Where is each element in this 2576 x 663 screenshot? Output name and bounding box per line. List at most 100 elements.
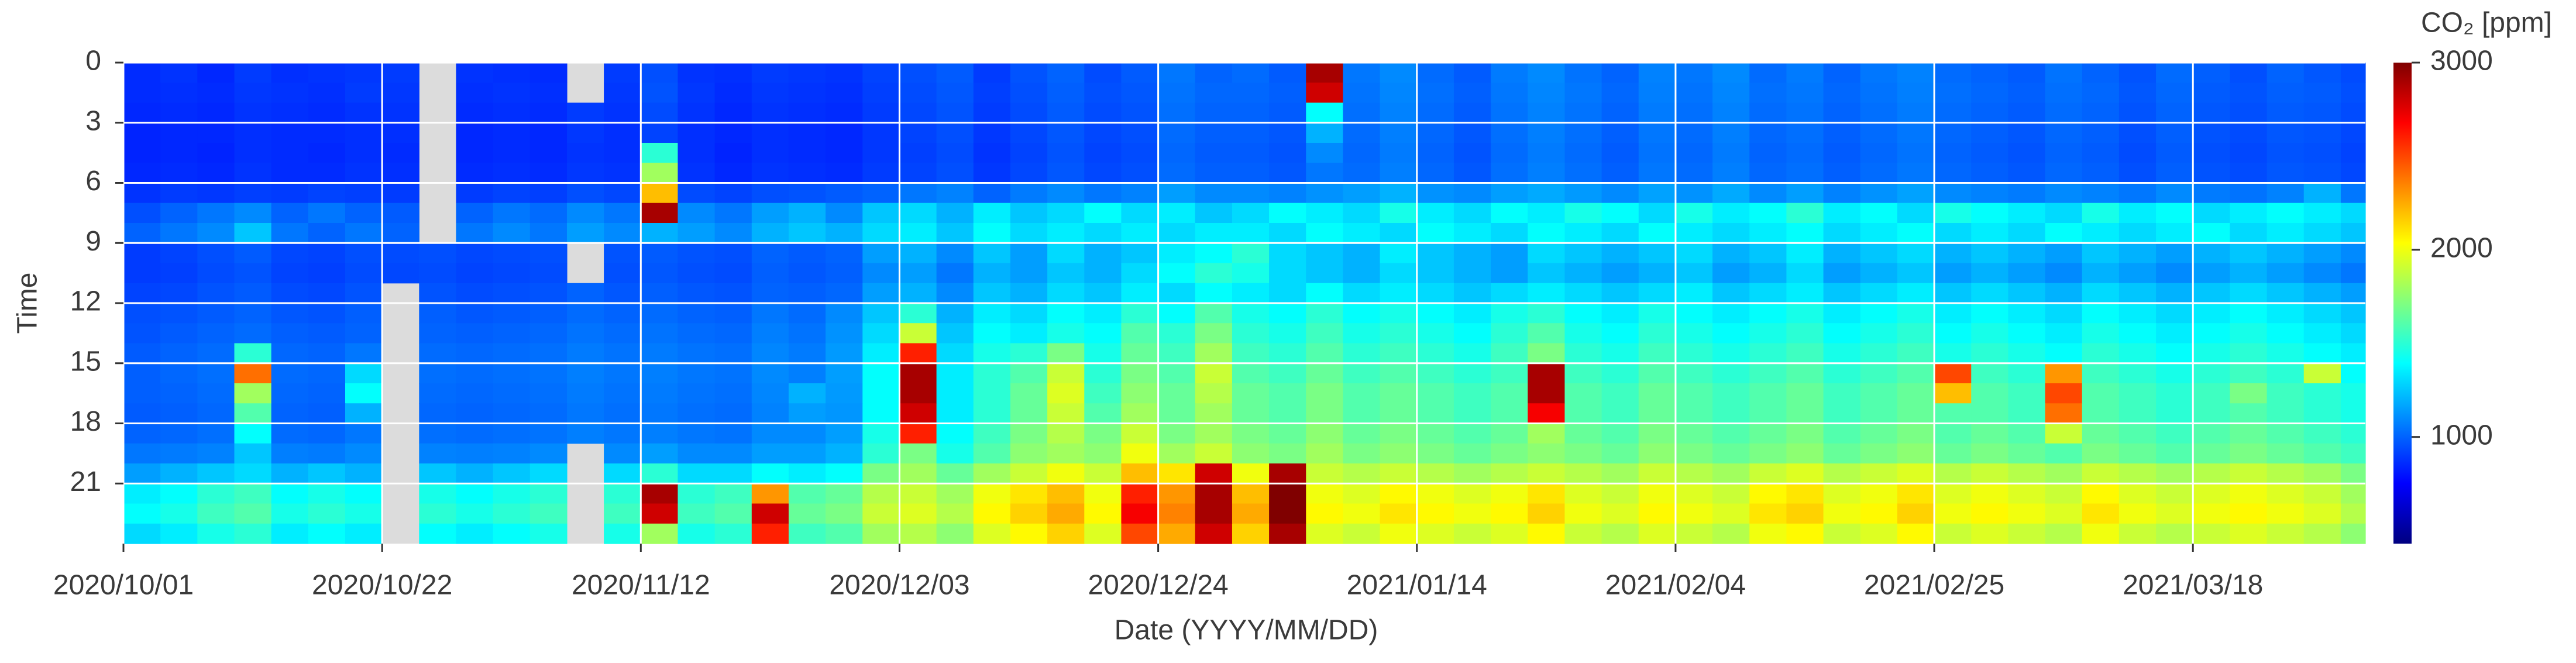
heatmap-cell — [1601, 363, 1639, 384]
heatmap-cell — [419, 483, 457, 504]
heatmap-cell — [1010, 263, 1048, 284]
heatmap-cell — [271, 403, 309, 424]
heatmap-cell — [1121, 143, 1159, 163]
heatmap-cell — [419, 503, 457, 524]
heatmap-cell — [345, 102, 383, 123]
heatmap-cell — [1491, 143, 1528, 163]
heatmap-cell — [1232, 443, 1270, 464]
heatmap-cell — [1269, 63, 1306, 83]
heatmap-cell — [1084, 102, 1122, 123]
heatmap-cell — [826, 483, 863, 504]
heatmap-cell — [1306, 202, 1344, 224]
heatmap-cell — [714, 263, 752, 284]
heatmap-cell — [1897, 383, 1935, 404]
heatmap-cell — [2082, 143, 2120, 163]
heatmap-cell — [197, 403, 235, 424]
heatmap-cell — [1416, 102, 1454, 123]
heatmap-cell — [1084, 483, 1122, 504]
heatmap-cell — [714, 423, 752, 444]
heatmap-cell — [973, 443, 1011, 464]
y-axis-label: Time — [12, 273, 43, 334]
heatmap-cell — [271, 363, 309, 384]
heatmap-cell — [1380, 163, 1418, 184]
heatmap-cell — [308, 303, 346, 324]
heatmap-cell — [788, 483, 826, 504]
heatmap-cell — [936, 383, 974, 404]
heatmap-cell — [566, 122, 604, 143]
heatmap-cell — [1971, 263, 2009, 284]
heatmap-cell — [1195, 283, 1233, 304]
heatmap-cell — [2340, 303, 2366, 324]
heatmap-cell — [1269, 122, 1306, 143]
heatmap-cell — [271, 83, 309, 104]
heatmap-cell — [1712, 303, 1750, 324]
heatmap-cell — [1823, 463, 1861, 484]
heatmap-cell — [641, 263, 679, 284]
heatmap-cell — [1121, 463, 1159, 484]
heatmap-cell — [1601, 383, 1639, 404]
heatmap-cell — [1823, 163, 1861, 184]
heatmap-cell — [2303, 263, 2341, 284]
heatmap-cell — [2008, 463, 2046, 484]
heatmap-cell — [2082, 283, 2120, 304]
heatmap-cell — [160, 303, 198, 324]
heatmap-cell — [751, 283, 789, 304]
heatmap-cell — [826, 263, 863, 284]
heatmap-cell — [1860, 503, 1898, 524]
heatmap-cell — [1416, 363, 1454, 384]
heatmap-cell — [456, 83, 494, 104]
heatmap-cell — [899, 163, 937, 184]
heatmap-cell — [1047, 283, 1085, 304]
heatmap-cell — [862, 343, 900, 364]
heatmap-cell — [1638, 463, 1676, 484]
heatmap-cell — [1786, 63, 1824, 83]
heatmap-cell — [197, 323, 235, 344]
heatmap-cell — [1269, 463, 1306, 484]
heatmap-cell — [234, 463, 272, 484]
heatmap-cell — [2230, 283, 2268, 304]
heatmap-cell — [1453, 63, 1491, 83]
heatmap-cell — [1564, 443, 1602, 464]
heatmap-cell — [2193, 143, 2230, 163]
heatmap-cell — [1934, 102, 1972, 123]
heatmap-cell — [1121, 163, 1159, 184]
heatmap-cell — [1269, 263, 1306, 284]
heatmap-cell — [677, 63, 716, 83]
heatmap-cell — [566, 163, 604, 184]
heatmap-cell — [1010, 122, 1048, 143]
heatmap-cell — [1158, 363, 1196, 384]
heatmap-cell — [1343, 283, 1381, 304]
heatmap-cell — [788, 202, 826, 224]
heatmap-cell — [493, 83, 531, 104]
heatmap-cell — [529, 183, 568, 204]
heatmap-cell — [345, 483, 383, 504]
heatmap-cell — [1934, 463, 1972, 484]
heatmap-cell — [899, 202, 937, 224]
heatmap-cell — [2340, 143, 2366, 163]
heatmap-cell — [1084, 183, 1122, 204]
heatmap-cell — [862, 463, 900, 484]
heatmap-cell — [456, 183, 494, 204]
heatmap-cell — [123, 343, 161, 364]
heatmap-cell — [1749, 143, 1787, 163]
heatmap-cell — [493, 503, 531, 524]
heatmap-cell — [826, 303, 863, 324]
heatmap-cell — [1860, 443, 1898, 464]
heatmap-cell — [1453, 383, 1491, 404]
heatmap-cell — [973, 143, 1011, 163]
heatmap-cell — [1084, 63, 1122, 83]
heatmap-cell — [419, 423, 457, 444]
heatmap-cell — [123, 443, 161, 464]
heatmap-cell — [2045, 163, 2083, 184]
heatmap-cell — [1712, 102, 1750, 123]
heatmap-cell — [123, 83, 161, 104]
heatmap-cell — [1380, 122, 1418, 143]
heatmap-cell — [1897, 443, 1935, 464]
heatmap-cell — [1712, 363, 1750, 384]
heatmap-cell — [160, 483, 198, 504]
heatmap-cell — [1860, 163, 1898, 184]
heatmap-cell — [345, 163, 383, 184]
heatmap-cell — [123, 403, 161, 424]
heatmap-cell — [1121, 383, 1159, 404]
heatmap-cell — [2118, 102, 2157, 123]
